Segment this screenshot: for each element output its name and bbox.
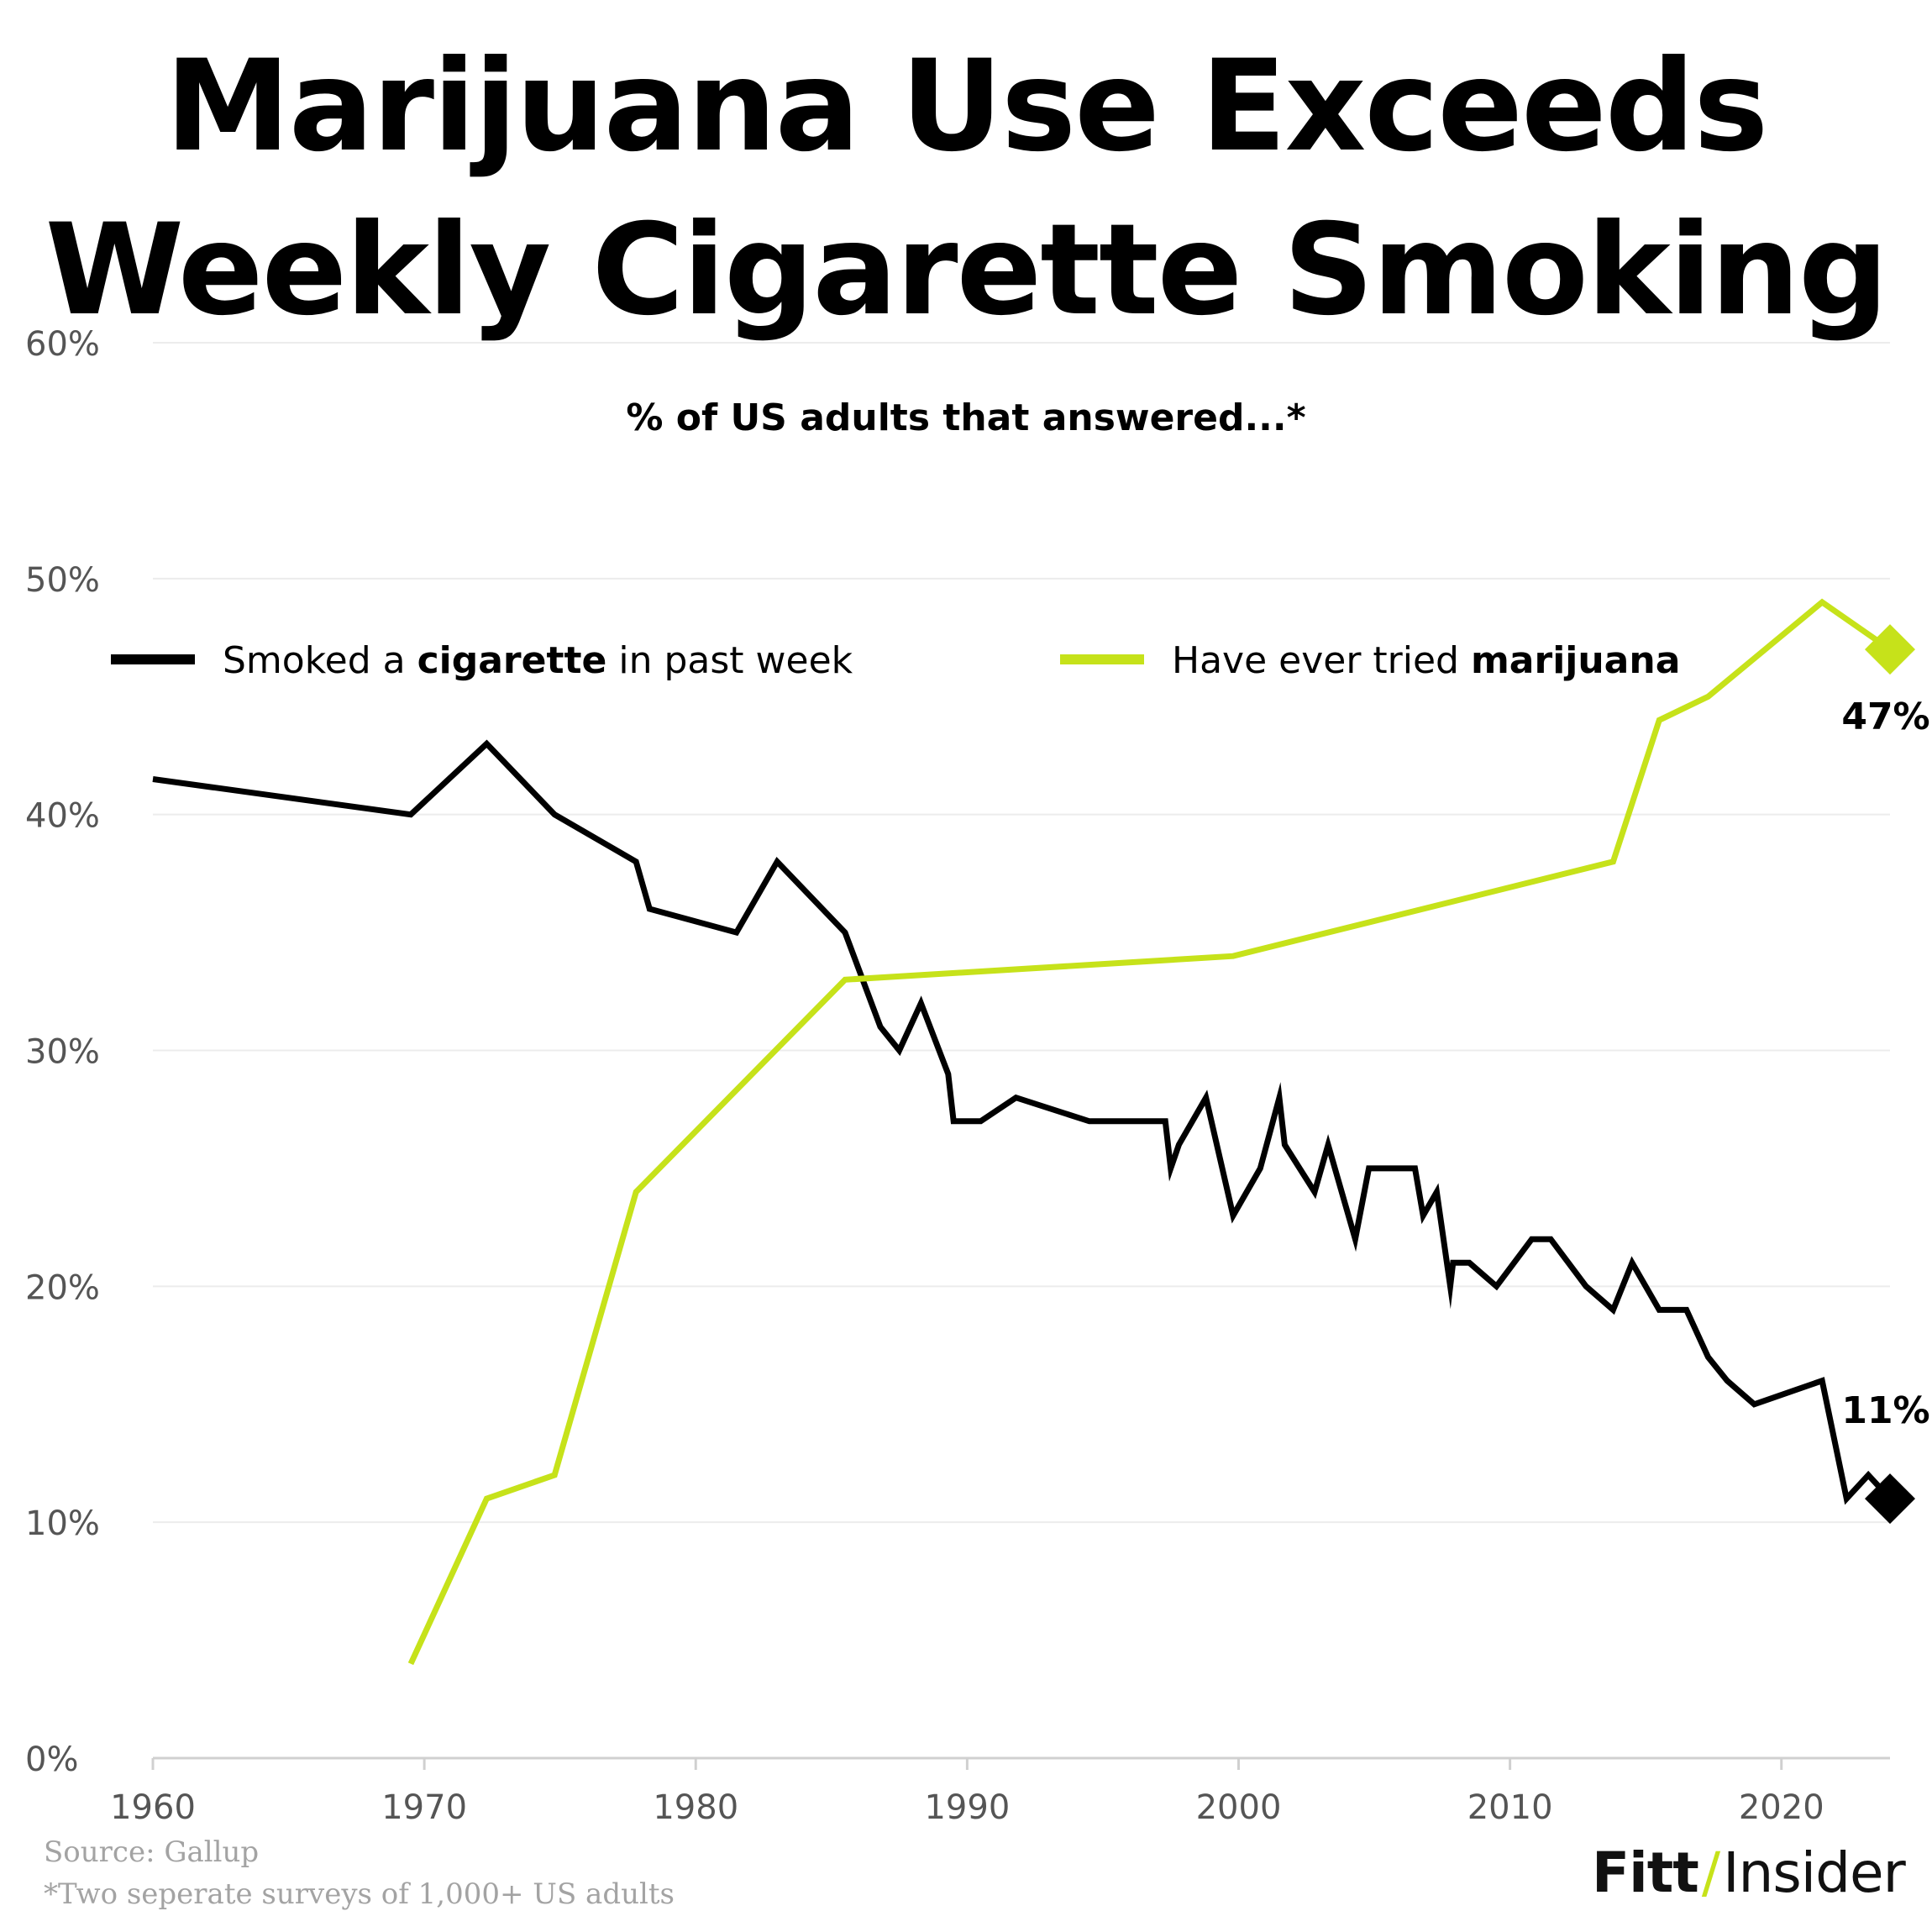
x-tick-label-1960: 1960 bbox=[110, 1788, 196, 1827]
brand-logo-separator: / bbox=[1701, 1840, 1720, 1905]
x-tick-label-2020: 2020 bbox=[1739, 1788, 1824, 1827]
cigarette-legend-label-part: cigarette bbox=[417, 639, 607, 682]
cigarette-legend-label-part: Smoked a bbox=[223, 639, 417, 682]
y-tick-label-20: 20% bbox=[25, 1268, 100, 1307]
x-tick-label-1970: 1970 bbox=[381, 1788, 467, 1827]
y-tick-label-30: 30% bbox=[25, 1033, 100, 1072]
marijuana-legend-label: Have ever tried marijuana bbox=[1172, 639, 1680, 682]
series-lines bbox=[152, 598, 1893, 1666]
x-tick-label-1990: 1990 bbox=[924, 1788, 1010, 1827]
y-tick-label-0: 0% bbox=[25, 1740, 78, 1779]
source-text: Source: Gallup bbox=[44, 1835, 260, 1869]
end-markers: 11% 47% bbox=[1841, 624, 1930, 1525]
brand-logo: Fitt/Insider bbox=[1592, 1840, 1906, 1907]
y-tick-label-40: 40% bbox=[25, 797, 100, 836]
brand-logo-left: Fitt bbox=[1592, 1840, 1699, 1905]
cigarette-series-line bbox=[152, 739, 1893, 1505]
x-axis-tick-labels: 1960 1970 1980 1990 2000 2010 2020 bbox=[110, 1788, 1824, 1827]
cigarette-end-label: 11% bbox=[1841, 1389, 1929, 1432]
x-tick-label-1980: 1980 bbox=[653, 1788, 738, 1827]
legend: Smoked a cigarette in past week Have ever… bbox=[111, 639, 1680, 682]
marijuana-legend-label-part: marijuana bbox=[1471, 639, 1680, 682]
x-axis bbox=[151, 1756, 1890, 1770]
cigarette-legend-label: Smoked a cigarette in past week bbox=[223, 639, 853, 682]
chart-subtitle: % of US adults that answered...* bbox=[626, 396, 1305, 439]
cigarette-legend-label-part: in past week bbox=[606, 639, 853, 682]
y-tick-label-10: 10% bbox=[25, 1504, 100, 1543]
marijuana-end-label: 47% bbox=[1841, 696, 1929, 738]
source-note: Source: Gallup *Two seperate surveys of … bbox=[44, 1831, 675, 1915]
chart-title-line-2: Weekly Cigarette Smoking bbox=[45, 197, 1889, 344]
y-tick-label-60: 60% bbox=[25, 325, 100, 364]
cigarette-end-marker bbox=[1865, 1473, 1915, 1525]
gridlines bbox=[153, 342, 1890, 1524]
chart-title-line-1: Marijuana Use Exceeds bbox=[165, 34, 1769, 180]
footnote-text: *Two seperate surveys of 1,000+ US adult… bbox=[44, 1877, 675, 1911]
chart-title: Marijuana Use Exceeds Weekly Cigarette S… bbox=[0, 25, 1932, 353]
y-axis-tick-labels: 0% 10% 20% 30% 40% 50% 60% bbox=[25, 325, 100, 1779]
y-tick-label-50: 50% bbox=[25, 561, 100, 600]
marijuana-legend-label-part: Have ever tried bbox=[1172, 639, 1471, 682]
x-tick-label-2000: 2000 bbox=[1196, 1788, 1282, 1827]
marijuana-end-marker bbox=[1865, 624, 1915, 675]
brand-logo-right: Insider bbox=[1723, 1840, 1906, 1905]
x-tick-label-2010: 2010 bbox=[1467, 1788, 1553, 1827]
marijuana-series-line bbox=[407, 598, 1892, 1666]
